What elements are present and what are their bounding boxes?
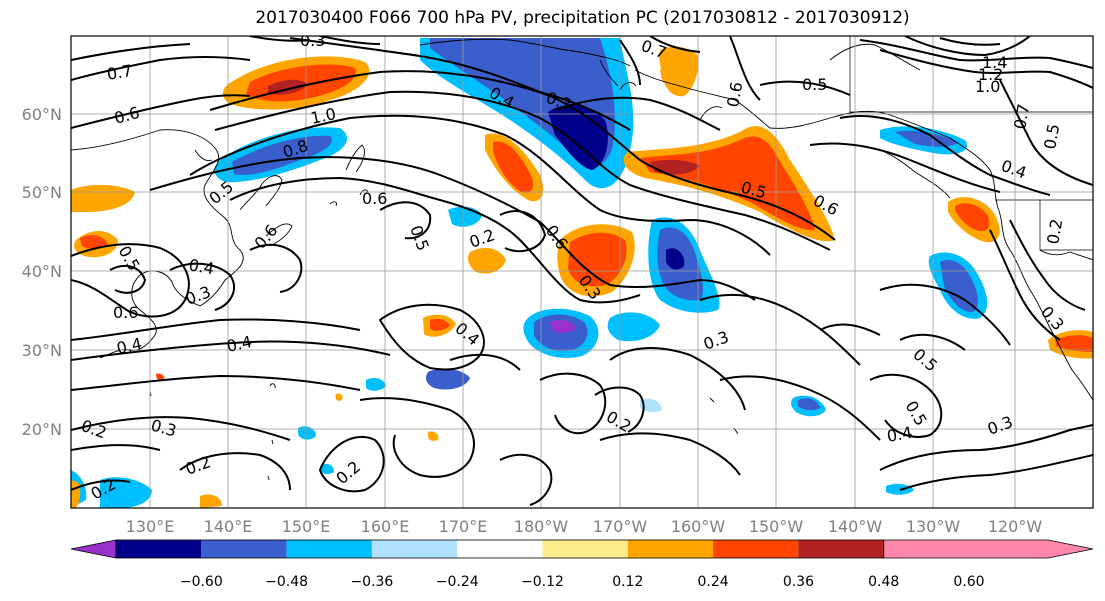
- map-area: 0.3 0.7 0.6 0.8 1.0 0.5 0.4 0.3 0.7 0.6 …: [71, 31, 1093, 508]
- longitude-labels: 130°E 140°E 150°E 160°E 170°E 180°W 170°…: [126, 517, 1043, 536]
- colorbar-label: −0.48: [265, 574, 308, 590]
- colorbar-high-extension: [883, 539, 1094, 559]
- colorbar-segment: [457, 540, 543, 558]
- lon-tick-label: 130°W: [906, 517, 961, 536]
- pv-contour-label: 0.7: [1010, 102, 1033, 130]
- figure-title: 2017030400 F066 700 hPa PV, precipitatio…: [255, 8, 910, 28]
- lon-tick-label: 130°E: [126, 517, 175, 536]
- lon-tick-label: 170°W: [593, 517, 648, 536]
- map-frame: [70, 35, 1094, 509]
- colorbar-label: 0.36: [783, 574, 814, 590]
- colorbar-segment: [116, 540, 202, 558]
- pv-contour-label: 0.3: [300, 31, 325, 50]
- pv-contour-label: 0.6: [362, 189, 387, 208]
- latitude-labels: 60°N 50°N 40°N 30°N 20°N: [22, 105, 62, 439]
- lat-tick-label: 60°N: [22, 105, 62, 124]
- pv-contour-label: 0.6: [723, 80, 746, 108]
- precip-anomaly-okhotsk-negative: [214, 127, 348, 183]
- pv-contour-label: 0.5: [802, 75, 827, 94]
- pv-contour-label: 1.2: [978, 65, 1003, 84]
- colorbar-segment: [798, 540, 884, 558]
- pv-contour-label: 0.4: [885, 423, 913, 446]
- pv-contour-label: 1.0: [975, 77, 1000, 96]
- pv-contour-label: 1.4: [982, 53, 1007, 72]
- precip-anomaly-central-pacific-positive: [557, 224, 635, 297]
- pv-contour-label: 0.4: [225, 332, 254, 356]
- lat-tick-label: 40°N: [22, 262, 62, 281]
- pv-contour-label: 0.5: [1040, 122, 1063, 150]
- gridlines: [71, 36, 1093, 508]
- lon-tick-label: 170°E: [439, 517, 488, 536]
- colorbar-label: 0.24: [698, 574, 729, 590]
- colorbar-segment: [286, 540, 372, 558]
- lat-tick-label: 50°N: [22, 183, 62, 202]
- colorbar-segment: [542, 540, 628, 558]
- pv-contour-label: 0.6: [113, 303, 138, 322]
- colorbar-label: −0.36: [350, 574, 393, 590]
- lon-tick-label: 140°E: [204, 517, 253, 536]
- lon-tick-label: 150°E: [282, 517, 331, 536]
- lon-tick-label: 120°W: [988, 517, 1043, 536]
- boundaries: [849, 36, 1093, 251]
- colorbar-segment: [201, 540, 287, 558]
- colorbar-label: 0.60: [953, 574, 984, 590]
- lon-tick-label: 160°W: [671, 517, 726, 536]
- colorbar-label: −0.24: [436, 574, 479, 590]
- lat-tick-label: 20°N: [22, 420, 62, 439]
- precip-anomaly-northeast-positive: [623, 126, 835, 242]
- lon-tick-label: 150°W: [749, 517, 804, 536]
- colorbar-segment: [371, 540, 458, 558]
- colorbar-segment: [713, 540, 799, 558]
- pv-contour-label: 0.2: [1043, 217, 1066, 245]
- pv-contour-label: 0.4: [187, 255, 215, 278]
- colorbar-label: 0.48: [868, 574, 899, 590]
- colorbar-low-extension: [70, 539, 117, 559]
- lat-tick-label: 30°N: [22, 341, 62, 360]
- lon-tick-label: 180°W: [514, 517, 569, 536]
- colorbar-label: −0.12: [521, 574, 564, 590]
- colorbar: −0.60 −0.48 −0.36 −0.24 −0.12 0.12 0.24 …: [70, 539, 1094, 590]
- lon-tick-label: 160°E: [361, 517, 410, 536]
- colorbar-segment: [627, 540, 714, 558]
- colorbar-label: 0.12: [612, 574, 643, 590]
- pv-contour-label: 0.7: [105, 61, 133, 84]
- colorbar-label: −0.60: [180, 574, 223, 590]
- pv-contour-label: 1.0: [309, 104, 338, 128]
- lon-tick-label: 140°W: [828, 517, 883, 536]
- precip-anomaly-east-pacific-positive: [71, 46, 1093, 508]
- pv-contours: [71, 36, 1093, 506]
- pv-contour-label: 0.4: [115, 334, 144, 358]
- precip-anomaly-central-positive: [485, 133, 544, 202]
- colorbar-frame: [115, 539, 885, 559]
